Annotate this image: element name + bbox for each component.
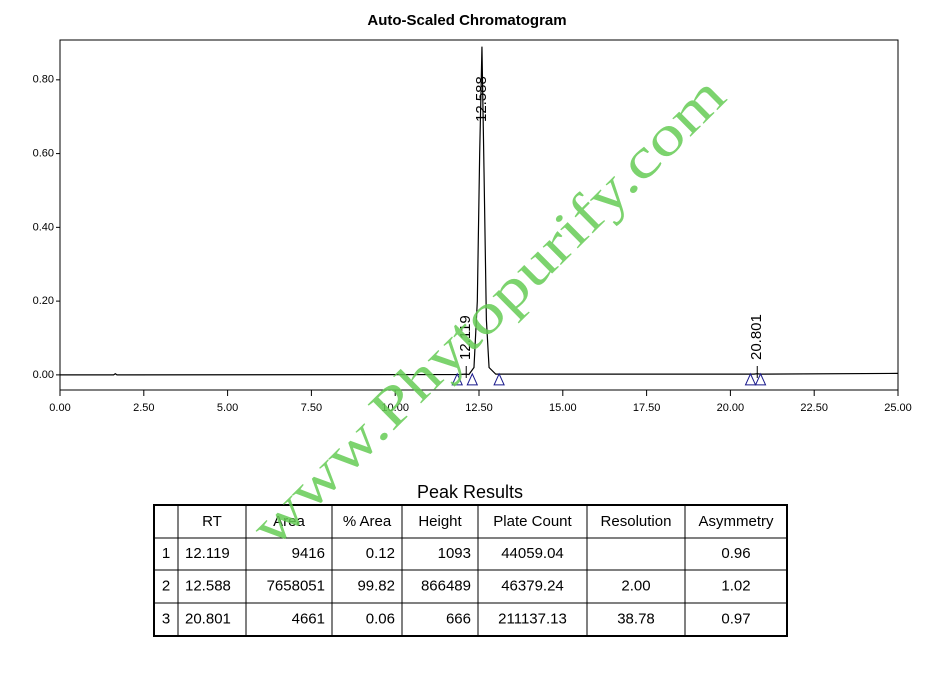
y-tick-label: 0.20 <box>33 295 54 307</box>
baseline-marker <box>493 372 505 386</box>
x-tick-label: 22.50 <box>800 402 828 414</box>
table-cell: 211137.13 <box>498 610 567 627</box>
table-cell: 12.588 <box>185 577 231 594</box>
peak-label: 12.119 <box>457 315 474 360</box>
table-title: Peak Results <box>417 482 523 502</box>
table-header: Height <box>418 513 462 530</box>
table-cell: 2.00 <box>621 577 650 594</box>
table-cell: 9416 <box>292 545 325 562</box>
x-tick-label: 7.50 <box>301 402 322 414</box>
table-cell: 0.06 <box>366 610 395 627</box>
table-cell: 0.12 <box>366 545 395 562</box>
table-cell: 46379.24 <box>501 577 564 594</box>
baseline-marker <box>744 372 757 386</box>
x-tick-label: 5.00 <box>217 402 238 414</box>
table-cell: 20.801 <box>185 610 231 627</box>
x-tick-label: 0.00 <box>49 402 70 414</box>
table-header: % Area <box>343 513 392 530</box>
table-header: Plate Count <box>493 513 572 530</box>
peak-label: 20.801 <box>748 314 765 360</box>
table-cell: 1.02 <box>721 577 750 594</box>
table-cell: 1 <box>162 545 170 562</box>
table-cell: 4661 <box>292 610 325 627</box>
y-tick-label: 0.00 <box>33 369 54 381</box>
table-cell: 2 <box>162 577 170 594</box>
y-tick-label: 0.40 <box>33 221 54 233</box>
x-tick-label: 10.00 <box>381 402 409 414</box>
table-header: RT <box>202 513 222 530</box>
table-cell: 44059.04 <box>501 545 564 562</box>
table-cell: 38.78 <box>617 610 655 627</box>
table-header: Asymmetry <box>699 513 775 530</box>
table-header: Resolution <box>601 513 672 530</box>
x-tick-label: 2.50 <box>133 402 154 414</box>
table-cell: 99.82 <box>357 577 395 594</box>
x-tick-label: 25.00 <box>884 402 912 414</box>
y-tick-label: 0.60 <box>33 147 54 159</box>
chart-title: Auto-Scaled Chromatogram <box>367 12 566 29</box>
table-cell: 7658051 <box>267 577 325 594</box>
baseline-marker <box>466 372 479 386</box>
table-cell: 666 <box>446 610 471 627</box>
x-tick-label: 17.50 <box>633 402 661 414</box>
peak-label: 12.588 <box>473 76 490 122</box>
y-tick-label: 0.80 <box>33 74 54 86</box>
x-tick-label: 15.00 <box>549 402 577 414</box>
table-cell: 866489 <box>421 577 471 594</box>
table-cell: 0.97 <box>721 610 750 627</box>
trace <box>60 46 899 376</box>
table-cell: 12.119 <box>185 545 230 562</box>
table-cell: 3 <box>162 610 170 627</box>
x-tick-label: 20.00 <box>717 402 745 414</box>
x-tick-label: 12.50 <box>465 402 493 414</box>
baseline-marker <box>754 372 767 386</box>
table-cell: 1093 <box>438 545 471 562</box>
baseline-marker <box>451 372 463 386</box>
table-cell: 0.96 <box>721 545 750 562</box>
table-header: Area <box>273 513 305 530</box>
